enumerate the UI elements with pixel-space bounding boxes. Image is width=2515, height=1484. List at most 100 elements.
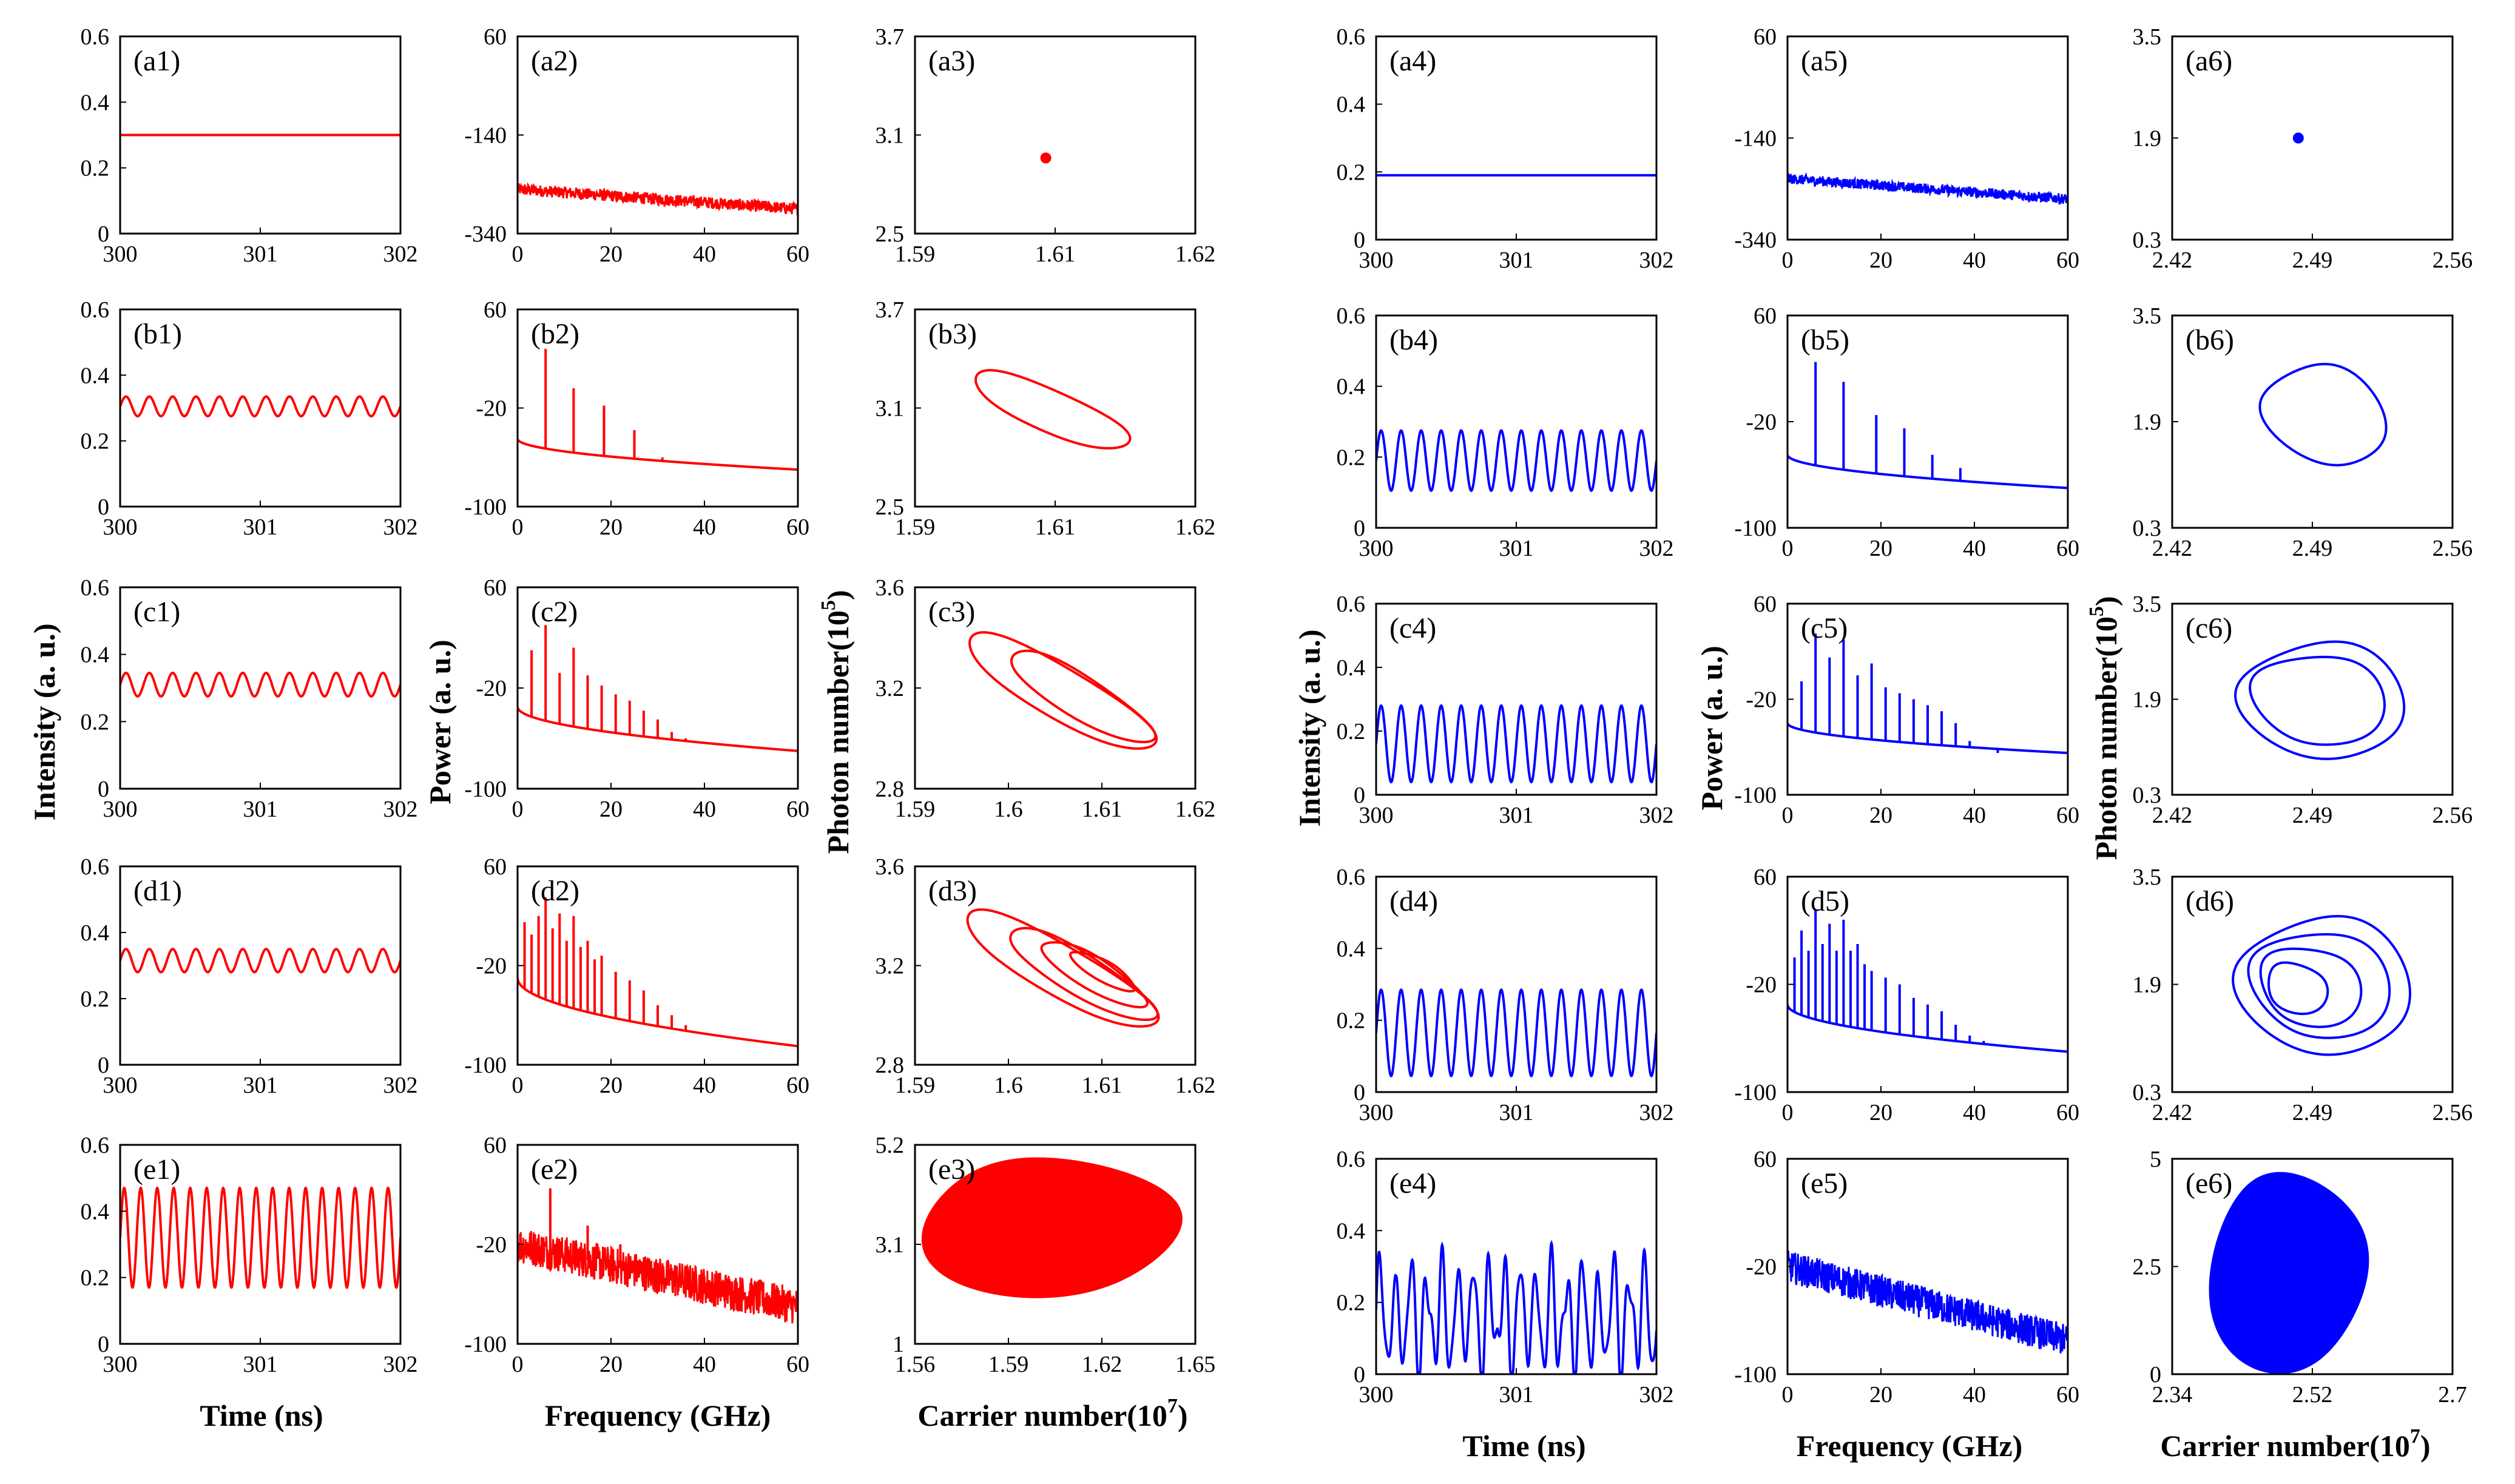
x-tick-label-c6-2: 2.56 bbox=[2432, 803, 2473, 828]
x-tick-label-d1-2: 302 bbox=[383, 1073, 418, 1098]
y-tick-label-a4-1: 0.2 bbox=[1337, 160, 1366, 185]
y-tick-label-a6-2: 3.5 bbox=[2133, 24, 2162, 50]
y-tick-label-a5-1: -140 bbox=[1734, 126, 1777, 152]
y-tick-label-e1-3: 0.6 bbox=[81, 1133, 110, 1158]
panel-label-e5: (e5) bbox=[1801, 1167, 1848, 1199]
panel-label-a4: (a4) bbox=[1389, 45, 1436, 77]
y-tick-label-d6-1: 1.9 bbox=[2133, 973, 2162, 998]
spectrum-line-a2 bbox=[518, 182, 798, 216]
y-tick-label-b5-0: -100 bbox=[1734, 516, 1777, 541]
panel-d6: 2.42 2.49 2.56 0.3 1.9 3.5 (d6) bbox=[2133, 865, 2473, 1125]
point-a6-0 bbox=[2292, 132, 2304, 144]
y-tick-label-e4-2: 0.4 bbox=[1337, 1218, 1366, 1244]
panel-a5: 0 20 40 60 -340 -140 60 (a5) bbox=[1734, 24, 2079, 273]
x-tick-label-d4-0: 300 bbox=[1359, 1100, 1394, 1125]
y-tick-label-d6-2: 3.5 bbox=[2133, 865, 2162, 890]
x-tick-label-d1-0: 300 bbox=[103, 1073, 138, 1098]
y-tick-label-b3-1: 3.1 bbox=[876, 396, 905, 422]
y-tick-label-d3-1: 3.2 bbox=[876, 954, 905, 979]
power-axis-label-left: Power (a. u.) bbox=[423, 639, 457, 804]
panel-d2: 0 20 40 60 -100 -20 60 (d2) bbox=[464, 854, 809, 1098]
y-tick-label-e5-0: -100 bbox=[1734, 1362, 1777, 1388]
panel-e1: 300 301 302 0 0.2 0.4 0.6 (e1) bbox=[81, 1133, 418, 1377]
x-tick-label-b5-3: 60 bbox=[2056, 536, 2079, 561]
x-tick-label-d6-1: 2.49 bbox=[2292, 1100, 2333, 1125]
x-tick-label-c3-1: 1.6 bbox=[994, 797, 1023, 822]
panel-label-d6: (d6) bbox=[2186, 885, 2234, 917]
orbit-loop-c6-1 bbox=[2249, 655, 2386, 746]
y-tick-label-a1-2: 0.4 bbox=[81, 90, 110, 115]
x-tick-label-b2-1: 20 bbox=[599, 514, 623, 540]
x-tick-label-d5-3: 60 bbox=[2056, 1100, 2079, 1125]
series-line-c1 bbox=[120, 672, 400, 698]
y-tick-label-b6-2: 3.5 bbox=[2133, 303, 2162, 329]
x-tick-label-d3-3: 1.62 bbox=[1175, 1073, 1216, 1098]
x-tick-label-a1-2: 302 bbox=[383, 241, 418, 267]
plot-area-a5 bbox=[1788, 172, 2068, 205]
y-tick-label-c4-3: 0.6 bbox=[1337, 592, 1366, 617]
x-tick-label-e4-2: 302 bbox=[1639, 1382, 1674, 1408]
y-tick-label-a1-0: 0 bbox=[98, 221, 109, 247]
x-tick-label-e4-0: 300 bbox=[1359, 1382, 1394, 1408]
orbit-loop-d3-3 bbox=[1069, 951, 1136, 993]
panel-label-a3: (a3) bbox=[928, 45, 975, 77]
x-tick-label-e3-3: 1.65 bbox=[1175, 1352, 1216, 1377]
panel-e4: 300 301 302 0 0.2 0.4 0.6 (e4) bbox=[1337, 1147, 1674, 1408]
x-tick-label-c4-2: 302 bbox=[1639, 803, 1674, 828]
y-tick-label-e1-1: 0.2 bbox=[81, 1266, 110, 1291]
spectrum-line-c2 bbox=[518, 706, 798, 752]
x-tick-label-b3-2: 1.62 bbox=[1175, 514, 1216, 540]
attractor-fill-e6 bbox=[2209, 1172, 2369, 1374]
x-tick-label-a1-0: 300 bbox=[103, 241, 138, 267]
panel-c2: 0 20 40 60 -100 -20 60 (c2) bbox=[464, 575, 809, 822]
plot-area-d4 bbox=[1376, 988, 1656, 1078]
y-tick-label-c1-1: 0.2 bbox=[81, 709, 110, 735]
power-axis-label-right: Power (a. u.) bbox=[1695, 646, 1729, 810]
y-tick-label-b2-2: 60 bbox=[484, 297, 507, 323]
plot-area-b2 bbox=[518, 349, 798, 471]
panel-c3: 1.59 1.6 1.61 1.62 2.8 3.2 3.6 (c3) bbox=[876, 575, 1216, 822]
x-tick-label-b1-2: 302 bbox=[383, 514, 418, 540]
panel-label-a5: (a5) bbox=[1801, 45, 1848, 77]
chart-panels: 300 301 302 0 0.2 0.4 0.6 (a1) 0 20 40 60 -340 -140 60… bbox=[81, 24, 2473, 1408]
series-line-e1 bbox=[120, 1186, 400, 1290]
y-tick-label-c2-0: -100 bbox=[464, 777, 507, 802]
carrier-axis-label-left: Carrier number(107) bbox=[917, 1395, 1187, 1432]
orbit-loop-d6-3 bbox=[2267, 961, 2329, 1016]
plot-area-b1 bbox=[120, 395, 400, 417]
spectrum-line-c5 bbox=[1788, 723, 2068, 755]
x-tick-label-d4-1: 301 bbox=[1499, 1100, 1534, 1125]
y-tick-label-a1-1: 0.2 bbox=[81, 156, 110, 181]
y-tick-label-e1-2: 0.4 bbox=[81, 1199, 110, 1224]
x-tick-label-a4-0: 300 bbox=[1359, 248, 1394, 273]
x-tick-label-c2-0: 0 bbox=[512, 797, 524, 822]
y-tick-label-e3-2: 5.2 bbox=[876, 1133, 905, 1158]
y-tick-label-d2-1: -20 bbox=[476, 954, 507, 979]
panel-e6: 2.34 2.52 2.7 0 2.5 5 (e6) bbox=[2133, 1147, 2467, 1408]
y-tick-label-c5-2: 60 bbox=[1754, 592, 1777, 617]
orbit-loop-c6-0 bbox=[2234, 640, 2406, 760]
plot-area-e3 bbox=[921, 1157, 1183, 1298]
panel-label-c4: (c4) bbox=[1389, 612, 1436, 644]
x-tick-label-e4-1: 301 bbox=[1499, 1382, 1534, 1408]
plot-area-b3 bbox=[974, 369, 1132, 450]
x-tick-label-c2-1: 20 bbox=[599, 797, 623, 822]
plot-area-d5 bbox=[1788, 910, 2068, 1053]
panel-b4: 300 301 302 0 0.2 0.4 0.6 (b4) bbox=[1337, 303, 1674, 561]
x-tick-label-b2-2: 40 bbox=[693, 514, 716, 540]
y-tick-label-d4-3: 0.6 bbox=[1337, 865, 1366, 890]
x-tick-label-d2-0: 0 bbox=[512, 1073, 524, 1098]
panel-b3: 1.59 1.61 1.62 2.5 3.1 3.7 (b3) bbox=[876, 297, 1216, 540]
panel-c5: 0 20 40 60 -100 -20 60 (c5) bbox=[1734, 592, 2079, 828]
plot-area-e1 bbox=[120, 1186, 400, 1290]
orbit-loop-d6-1 bbox=[2247, 933, 2391, 1039]
y-tick-label-d4-1: 0.2 bbox=[1337, 1008, 1366, 1034]
panel-b6: 2.42 2.49 2.56 0.3 1.9 3.5 (b6) bbox=[2133, 303, 2473, 561]
y-tick-label-e2-1: -20 bbox=[476, 1232, 507, 1258]
y-tick-label-a6-1: 1.9 bbox=[2133, 126, 2162, 152]
panel-label-c5: (c5) bbox=[1801, 612, 1848, 644]
y-tick-label-b3-2: 3.7 bbox=[876, 297, 905, 323]
y-tick-label-d6-0: 0.3 bbox=[2133, 1080, 2162, 1105]
panel-label-d1: (d1) bbox=[133, 875, 182, 907]
x-tick-label-c4-0: 300 bbox=[1359, 803, 1394, 828]
